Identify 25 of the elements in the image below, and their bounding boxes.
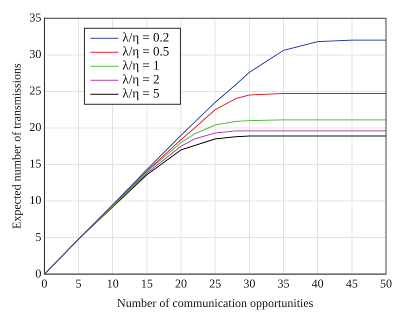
- x-tick-label: 45: [346, 276, 358, 291]
- x-tick-label: 50: [380, 276, 392, 291]
- x-axis-title: Number of communication opportunities: [117, 296, 314, 310]
- legend-label: λ/η = 5: [122, 86, 160, 101]
- y-tick-label: 0: [35, 266, 42, 280]
- y-tick-label: 10: [29, 193, 42, 208]
- y-tick-label: 35: [29, 10, 42, 24]
- y-tick-label: 15: [29, 156, 42, 171]
- legend-label: λ/η = 0.5: [122, 44, 170, 59]
- y-tick-label: 20: [29, 120, 42, 134]
- x-tick-label: 35: [278, 276, 290, 291]
- legend-label: λ/η = 1: [122, 58, 160, 73]
- x-tick-label: 15: [140, 276, 153, 291]
- y-tick-label: 30: [29, 46, 42, 61]
- x-tick-label: 20: [175, 276, 188, 291]
- legend-label: λ/η = 2: [122, 72, 160, 87]
- x-tick-label: 25: [209, 276, 222, 291]
- y-axis-title: Expected number of transmissions: [9, 63, 24, 230]
- legend-label: λ/η = 0.2: [122, 30, 170, 45]
- x-tick-label: 30: [243, 276, 256, 291]
- y-tick-label: 5: [35, 230, 42, 244]
- x-tick-label: 10: [106, 276, 119, 291]
- x-tick-label: 40: [312, 276, 324, 291]
- x-tick-label: 5: [76, 276, 82, 291]
- y-tick-label: 25: [29, 84, 42, 98]
